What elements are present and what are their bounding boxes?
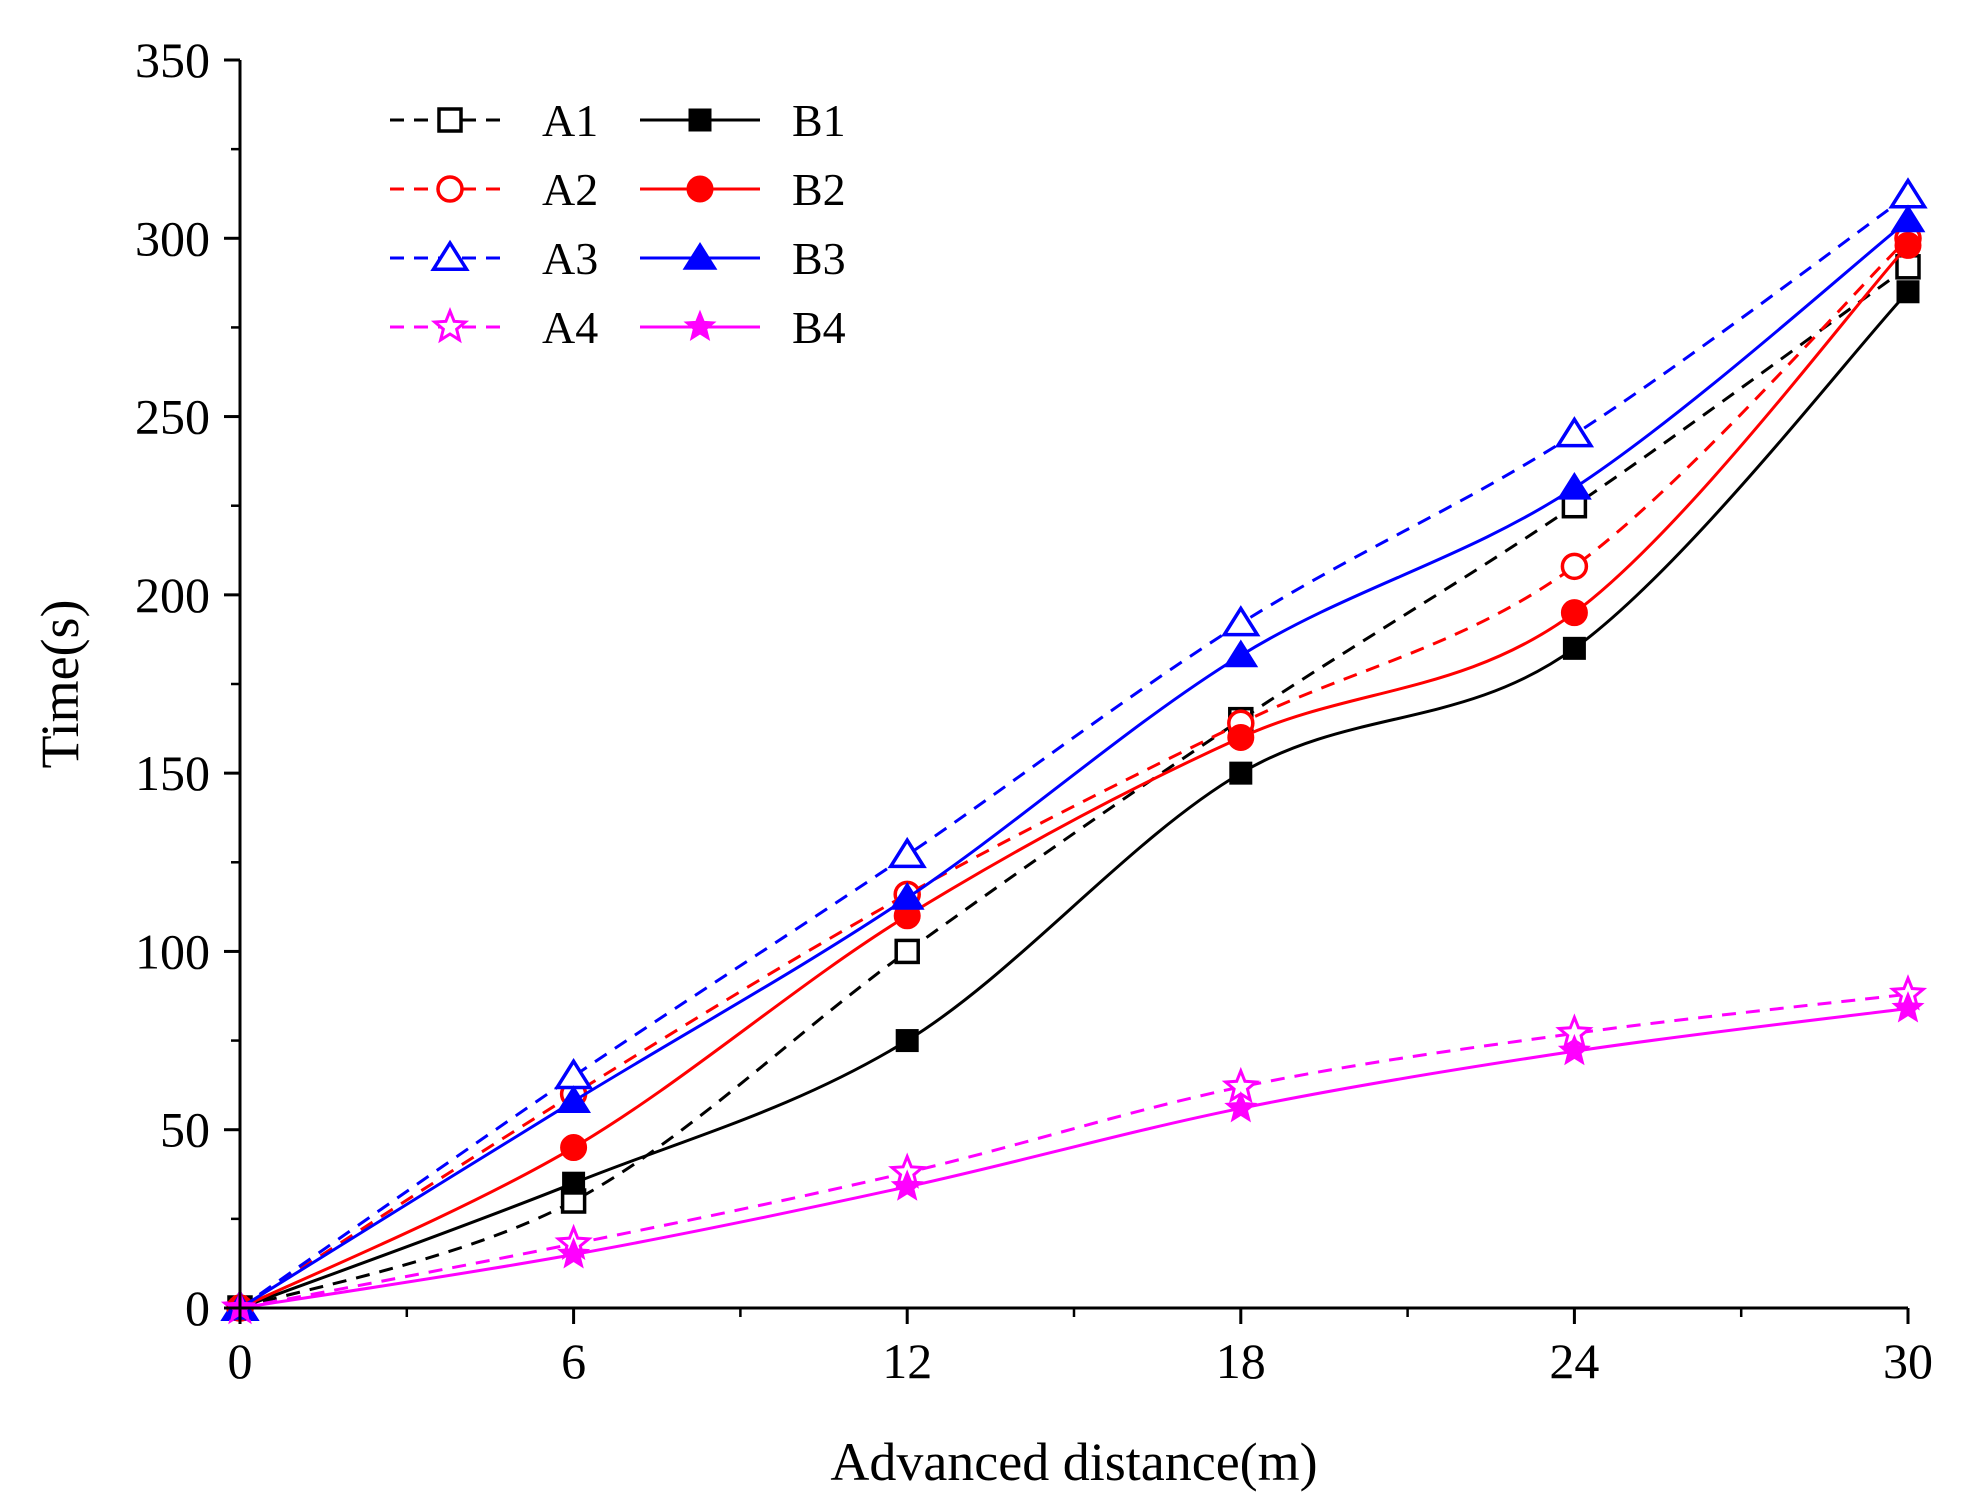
legend-label-b1: B1 — [792, 95, 846, 146]
data-point-a3-12 — [887, 836, 927, 869]
series-a1 — [227, 254, 1921, 1321]
series-line-a4 — [239, 992, 1909, 1310]
x-tick-label-30: 30 — [1883, 1333, 1933, 1389]
legend-marker-b4 — [683, 309, 717, 342]
series-b1 — [228, 280, 1920, 1320]
series-a3 — [220, 177, 1928, 1321]
legend-label-b2: B2 — [792, 164, 846, 215]
legend: A1 A2 A3 A4 B1 B2 B3 B4 — [390, 95, 846, 353]
data-point-b1-18 — [1229, 761, 1253, 785]
data-point-b1-12 — [895, 1029, 919, 1053]
legend-label-a2: A2 — [542, 164, 598, 215]
legend-marker-a3 — [430, 239, 470, 271]
legend-label-a4: A4 — [542, 302, 598, 353]
legend-marker-a1 — [437, 107, 463, 133]
y-tick-label-100: 100 — [135, 923, 210, 979]
data-point-a3-24 — [1554, 416, 1595, 448]
data-point-b3-30 — [1890, 204, 1926, 233]
data-point-b2-30 — [1894, 231, 1922, 259]
y-tick-label-250: 250 — [135, 389, 210, 445]
series-layer — [220, 177, 1928, 1325]
data-point-a1-12 — [894, 938, 920, 965]
series-line-a1 — [239, 265, 1909, 1310]
data-point-a2-24 — [1560, 552, 1589, 581]
data-point-b4-24 — [1557, 1033, 1591, 1066]
legend-label-a1: A1 — [542, 95, 598, 146]
series-line-b3 — [239, 219, 1909, 1310]
series-b4 — [223, 991, 1925, 1323]
data-point-b1-30 — [1896, 280, 1920, 304]
data-point-b3-24 — [1556, 471, 1592, 500]
legend-label-a3: A3 — [542, 233, 598, 284]
y-tick-label-50: 50 — [160, 1102, 210, 1158]
data-point-b4-6 — [557, 1237, 591, 1269]
data-point-a3-6 — [553, 1057, 594, 1090]
y-tick-label-150: 150 — [135, 745, 210, 801]
legend-marker-a2 — [436, 175, 464, 203]
legend-item-a2: A2 — [390, 164, 598, 215]
legend-label-b3: B3 — [792, 233, 846, 284]
series-line-b2 — [239, 244, 1910, 1310]
data-point-b3-6 — [556, 1085, 592, 1113]
x-tick-label-0: 0 — [228, 1333, 253, 1389]
data-point-b1-6 — [562, 1171, 586, 1195]
series-line-b1 — [239, 290, 1910, 1310]
legend-item-b4: B4 — [640, 302, 846, 353]
series-line-a3 — [239, 194, 1909, 1310]
y-axis-title: Time(s) — [30, 599, 90, 768]
data-point-b4-18 — [1224, 1090, 1258, 1123]
y-tick-label-200: 200 — [135, 567, 210, 623]
legend-item-a4: A4 — [390, 302, 598, 353]
x-axis-title: Advanced distance(m) — [830, 1432, 1317, 1492]
data-point-a1-30 — [1895, 254, 1921, 280]
series-line-a2 — [239, 237, 1910, 1310]
y-tick-label-300: 300 — [135, 210, 210, 266]
legend-item-a1: A1 — [390, 95, 598, 146]
data-point-b2-18 — [1227, 723, 1255, 751]
legend-label-b4: B4 — [792, 302, 846, 353]
y-tick-label-350: 350 — [135, 32, 210, 88]
x-tick-label-24: 24 — [1549, 1333, 1599, 1389]
data-point-b3-18 — [1223, 639, 1259, 668]
data-point-b4-12 — [890, 1169, 924, 1201]
x-tick-label-6: 6 — [561, 1333, 586, 1389]
data-point-b4-30 — [1891, 991, 1925, 1023]
data-point-b2-6 — [560, 1134, 588, 1162]
legend-item-b3: B3 — [640, 233, 846, 284]
legend-marker-b3 — [682, 242, 718, 270]
legend-marker-b2 — [686, 175, 714, 203]
legend-item-a3: A3 — [390, 233, 598, 284]
series-b2 — [226, 231, 1922, 1322]
series-line-b4 — [239, 1006, 1909, 1310]
data-point-b3-12 — [889, 882, 925, 910]
legend-marker-b1 — [688, 108, 712, 132]
legend-marker-a4 — [430, 306, 470, 344]
x-tick-label-12: 12 — [882, 1333, 932, 1389]
data-point-a3-18 — [1221, 605, 1261, 637]
series-b3 — [222, 204, 1926, 1320]
data-point-b2-24 — [1560, 599, 1588, 627]
legend-item-b1: B1 — [640, 95, 846, 146]
data-point-b1-24 — [1562, 636, 1586, 660]
data-point-a3-30 — [1888, 177, 1928, 209]
y-tick-label-0: 0 — [185, 1280, 210, 1336]
legend-item-b2: B2 — [640, 164, 846, 215]
x-tick-label-18: 18 — [1216, 1333, 1266, 1389]
